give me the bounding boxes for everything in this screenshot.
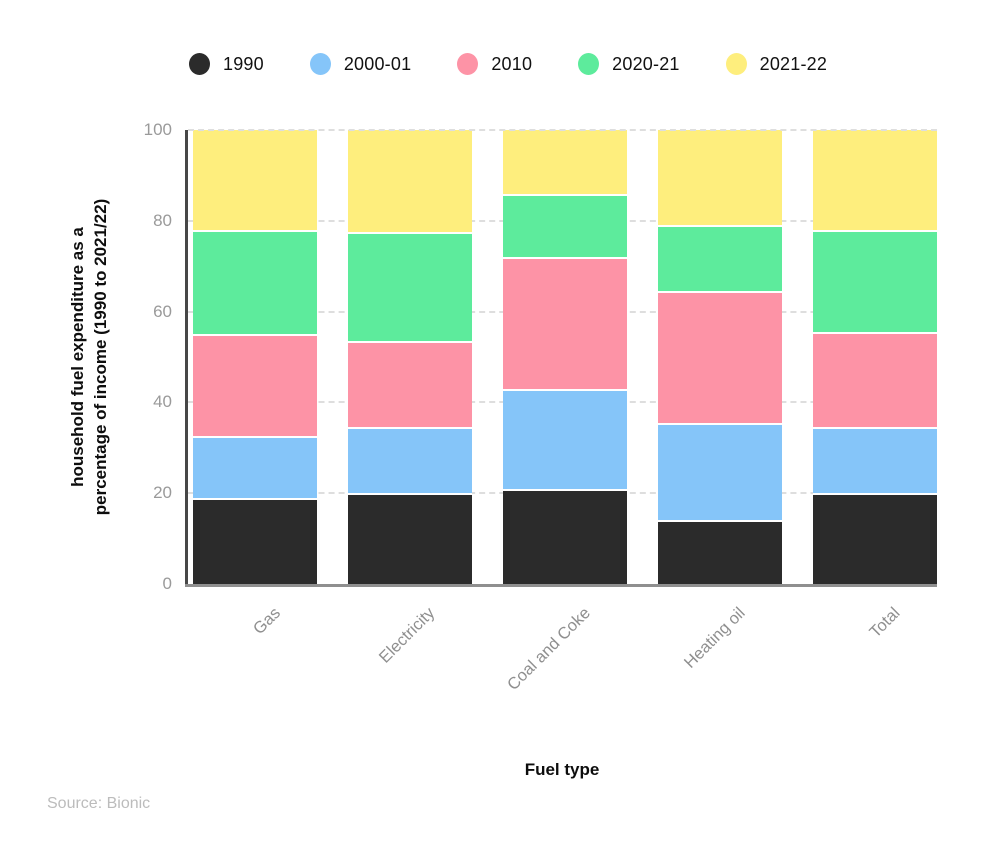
segment-2021-22-heating-oil[interactable] (658, 130, 782, 226)
y-tick-label-20: 20 (153, 483, 172, 503)
gridline-100 (188, 129, 937, 131)
legend-swatch-2000-01 (309, 53, 331, 75)
segment-2021-22-gas[interactable] (193, 130, 317, 230)
bar-electricity (348, 130, 472, 584)
x-axis-title: Fuel type (524, 760, 600, 779)
segment-1990-electricity[interactable] (348, 493, 472, 584)
y-axis-title-line2: percentage of income (1990 to 2021/22) (91, 198, 110, 516)
segment-1990-total[interactable] (813, 493, 937, 584)
segment-2020-21-gas[interactable] (193, 229, 317, 335)
bar-heating-oil (658, 130, 782, 584)
bar-total (813, 130, 937, 584)
y-tick-label-0: 0 (162, 574, 172, 593)
segment-2000-01-coal-and-coke[interactable] (503, 388, 627, 489)
segment-1990-coal-and-coke[interactable] (503, 488, 627, 584)
bar-gas (193, 130, 317, 584)
segment-2000-01-total[interactable] (813, 427, 937, 494)
source-caption: Source: Bionic (47, 795, 151, 812)
legend-label: 2021-22 (759, 53, 828, 74)
x-tick-label-electricity: Electricity (376, 604, 439, 667)
legend: 1990 2000-01 2010 2020-21 2021-22 (189, 50, 827, 78)
x-axis-line (185, 584, 937, 587)
legend-swatch-2020-21 (578, 53, 600, 75)
legend-label: 2010 (491, 53, 533, 74)
segment-2000-01-electricity[interactable] (348, 427, 472, 494)
legend-label: 1990 (223, 53, 264, 74)
segment-2021-22-electricity[interactable] (348, 130, 472, 233)
x-tick-label-coal-and-coke: Coal and Coke (503, 604, 594, 694)
legend-item-2021-22[interactable]: 2021-22 (725, 53, 828, 75)
y-axis-title: household fuel expenditure as a percenta… (66, 199, 112, 516)
legend-item-2000-01[interactable]: 2000-01 (309, 53, 412, 75)
segment-2010-coal-and-coke[interactable] (503, 257, 627, 389)
segment-2021-22-coal-and-coke[interactable] (503, 130, 627, 194)
segment-2020-21-heating-oil[interactable] (658, 225, 782, 292)
segment-2000-01-heating-oil[interactable] (658, 422, 782, 521)
segment-2021-22-total[interactable] (813, 130, 937, 230)
legend-swatch-1990 (189, 53, 210, 75)
y-tick-label-40: 40 (153, 392, 172, 412)
segment-2000-01-gas[interactable] (193, 436, 317, 498)
bar-coal-and-coke (503, 130, 627, 584)
x-tick-label-total: Total (866, 604, 904, 642)
y-tick-label-60: 60 (153, 301, 172, 321)
legend-label: 2020-21 (612, 53, 680, 74)
segment-2010-gas[interactable] (193, 334, 317, 437)
segment-2020-21-coal-and-coke[interactable] (503, 193, 627, 258)
y-tick-label-100: 100 (143, 120, 172, 139)
x-tick-label-gas: Gas (249, 604, 284, 639)
segment-2010-electricity[interactable] (348, 341, 472, 428)
segment-2010-heating-oil[interactable] (658, 291, 782, 423)
legend-item-1990[interactable]: 1990 (189, 53, 264, 75)
y-axis-line (185, 130, 188, 586)
segment-1990-heating-oil[interactable] (658, 520, 782, 584)
y-tick-label-80: 80 (153, 210, 172, 230)
x-tick-label-heating-oil: Heating oil (680, 604, 749, 672)
legend-item-2010[interactable]: 2010 (457, 53, 532, 75)
plot-area (185, 129, 937, 587)
segment-2010-total[interactable] (813, 332, 937, 428)
legend-swatch-2010 (457, 53, 479, 75)
legend-swatch-2021-22 (725, 53, 747, 75)
legend-item-2020-21[interactable]: 2020-21 (578, 53, 679, 75)
segment-1990-gas[interactable] (193, 497, 317, 584)
segment-2020-21-total[interactable] (813, 229, 937, 333)
segment-2020-21-electricity[interactable] (348, 232, 472, 342)
legend-label: 2000-01 (343, 53, 412, 74)
y-axis-title-line1: household fuel expenditure as a (68, 227, 87, 487)
